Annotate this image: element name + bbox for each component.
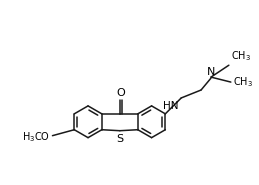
Text: N: N — [207, 67, 215, 77]
Text: CH$_3$: CH$_3$ — [233, 75, 253, 89]
Text: O: O — [117, 88, 125, 98]
Text: H$_3$CO: H$_3$CO — [23, 130, 51, 144]
Text: HN: HN — [163, 101, 178, 111]
Text: CH$_3$: CH$_3$ — [231, 49, 251, 63]
Text: S: S — [116, 134, 123, 144]
